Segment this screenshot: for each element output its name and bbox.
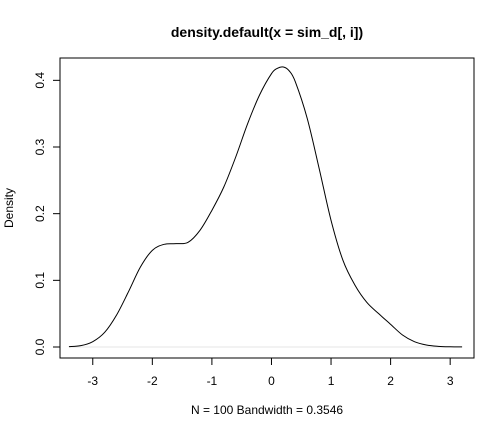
- x-tick-label: 2: [387, 374, 394, 388]
- chart-title: density.default(x = sim_d[, i]): [171, 24, 363, 40]
- density-curve: [68, 66, 463, 348]
- y-tick-label: 0.1: [33, 272, 47, 289]
- y-tick-label: 0.3: [33, 138, 47, 155]
- x-axis-label: N = 100 Bandwidth = 0.3546: [191, 403, 343, 417]
- y-tick-label: 0.0: [33, 338, 47, 355]
- x-tick-label: -1: [207, 374, 218, 388]
- x-tick-label: 0: [268, 374, 275, 388]
- x-tick-label: -2: [147, 374, 158, 388]
- x-tick-label: -3: [87, 374, 98, 388]
- x-tick-label: 1: [328, 374, 335, 388]
- x-axis: -3 -2 -1 0 1 2 3: [87, 357, 454, 388]
- x-tick-label: 3: [447, 374, 454, 388]
- y-axis: 0.0 0.1 0.2 0.3 0.4: [33, 72, 61, 355]
- plot-frame: [59, 57, 475, 359]
- y-axis-label: Density: [2, 188, 16, 228]
- y-tick-label: 0.4: [33, 72, 47, 89]
- y-tick-label: 0.2: [33, 205, 47, 222]
- density-curve-group: [68, 66, 463, 348]
